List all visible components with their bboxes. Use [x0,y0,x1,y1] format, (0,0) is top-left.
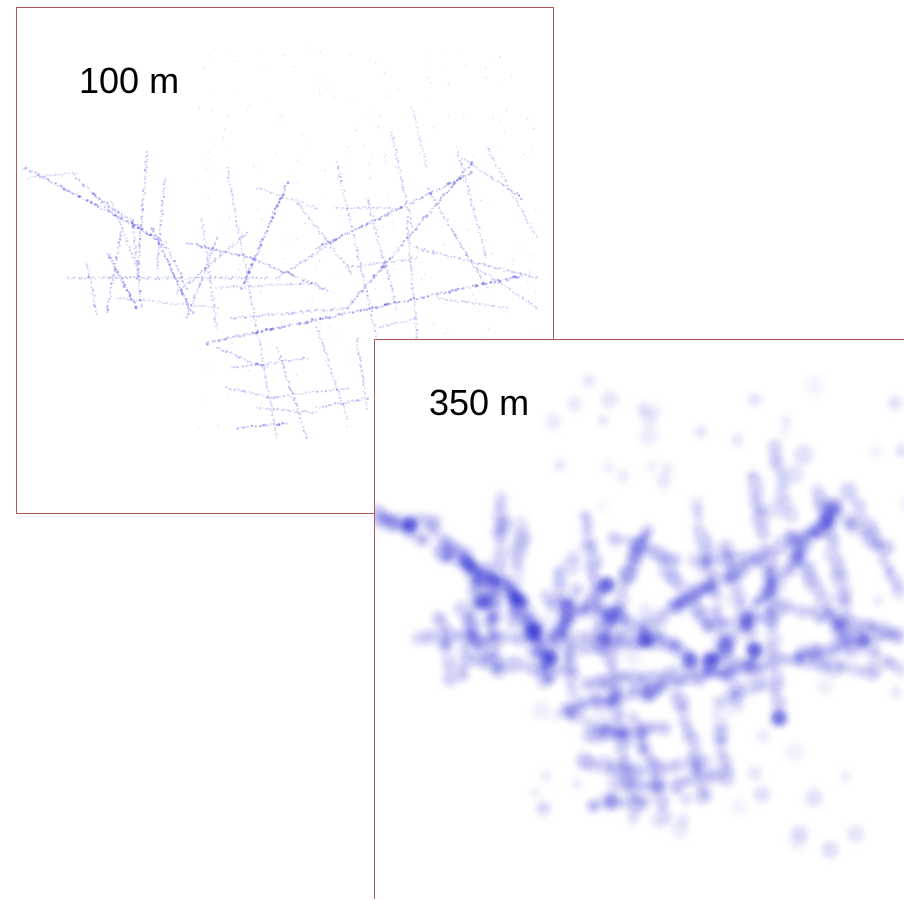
scale-label-350m: 350 m [429,385,529,421]
scale-label-100m: 100 m [79,63,179,99]
density-map-350m [375,340,904,900]
map-panel-350m: 350 m [374,339,904,899]
density-blobs-350m [375,374,904,859]
